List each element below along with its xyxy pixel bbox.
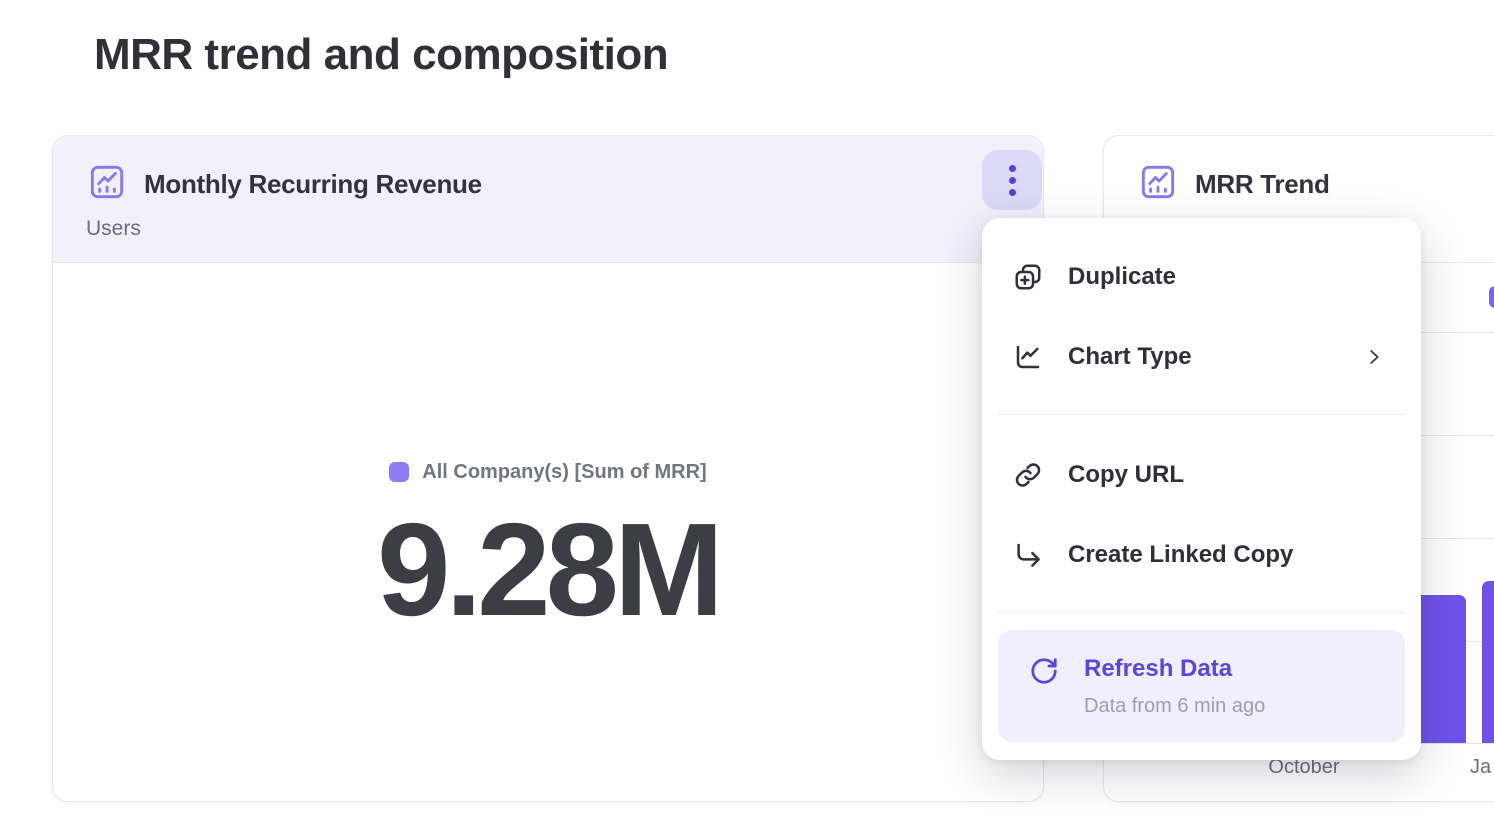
menu-divider bbox=[998, 414, 1405, 415]
mrr-trend-card-title: MRR Trend bbox=[1195, 169, 1330, 199]
menu-item-refresh-data[interactable]: Refresh Data Data from 6 min ago bbox=[998, 630, 1405, 742]
x-tick-october: October bbox=[1268, 756, 1340, 778]
menu-item-label: Create Linked Copy bbox=[1068, 541, 1294, 568]
mrr-card: Monthly Recurring Revenue Users All Comp… bbox=[52, 135, 1044, 802]
legend-label: All Company(s) [Sum of MRR] bbox=[422, 460, 707, 483]
chart-type-icon bbox=[1013, 342, 1043, 372]
menu-item-chart-type[interactable]: Chart Type bbox=[982, 328, 1421, 386]
menu-item-duplicate[interactable]: Duplicate bbox=[982, 248, 1421, 306]
menu-item-label: Duplicate bbox=[1068, 263, 1177, 290]
card-context-menu: Duplicate Chart Type bbox=[982, 218, 1421, 760]
card-menu-button[interactable] bbox=[982, 150, 1042, 210]
series-legend-swatch bbox=[1489, 286, 1494, 308]
kpi-legend: All Company(s) [Sum of MRR] bbox=[389, 460, 707, 484]
menu-item-label: Chart Type bbox=[1068, 343, 1192, 370]
mrr-card-subtitle: Users bbox=[86, 217, 141, 240]
menu-item-create-linked-copy[interactable]: Create Linked Copy bbox=[982, 526, 1421, 584]
refresh-icon bbox=[1029, 656, 1059, 686]
duplicate-icon bbox=[1013, 262, 1043, 292]
mrr-card-header: Monthly Recurring Revenue Users bbox=[53, 136, 1043, 263]
refresh-data-age: Data from 6 min ago bbox=[1084, 695, 1266, 717]
kebab-icon bbox=[1008, 164, 1016, 172]
menu-divider bbox=[998, 612, 1405, 613]
page-title: MRR trend and composition bbox=[94, 30, 669, 79]
bar-january[interactable] bbox=[1482, 581, 1494, 743]
corner-down-right-icon bbox=[1013, 540, 1043, 570]
link-icon bbox=[1013, 460, 1043, 490]
legend-swatch bbox=[389, 462, 410, 482]
chevron-right-icon bbox=[1363, 346, 1385, 368]
kpi-value: 9.28M bbox=[377, 495, 724, 643]
chart-icon bbox=[1138, 162, 1178, 202]
x-tick-january: Ja bbox=[1470, 756, 1492, 778]
menu-item-label: Refresh Data bbox=[1084, 655, 1233, 682]
chart-icon bbox=[87, 162, 127, 202]
menu-item-copy-url[interactable]: Copy URL bbox=[982, 446, 1421, 504]
mrr-card-title: Monthly Recurring Revenue bbox=[144, 169, 482, 199]
menu-item-label: Copy URL bbox=[1068, 461, 1184, 488]
mrr-kpi-body: All Company(s) [Sum of MRR] 9.28M bbox=[53, 279, 1043, 816]
